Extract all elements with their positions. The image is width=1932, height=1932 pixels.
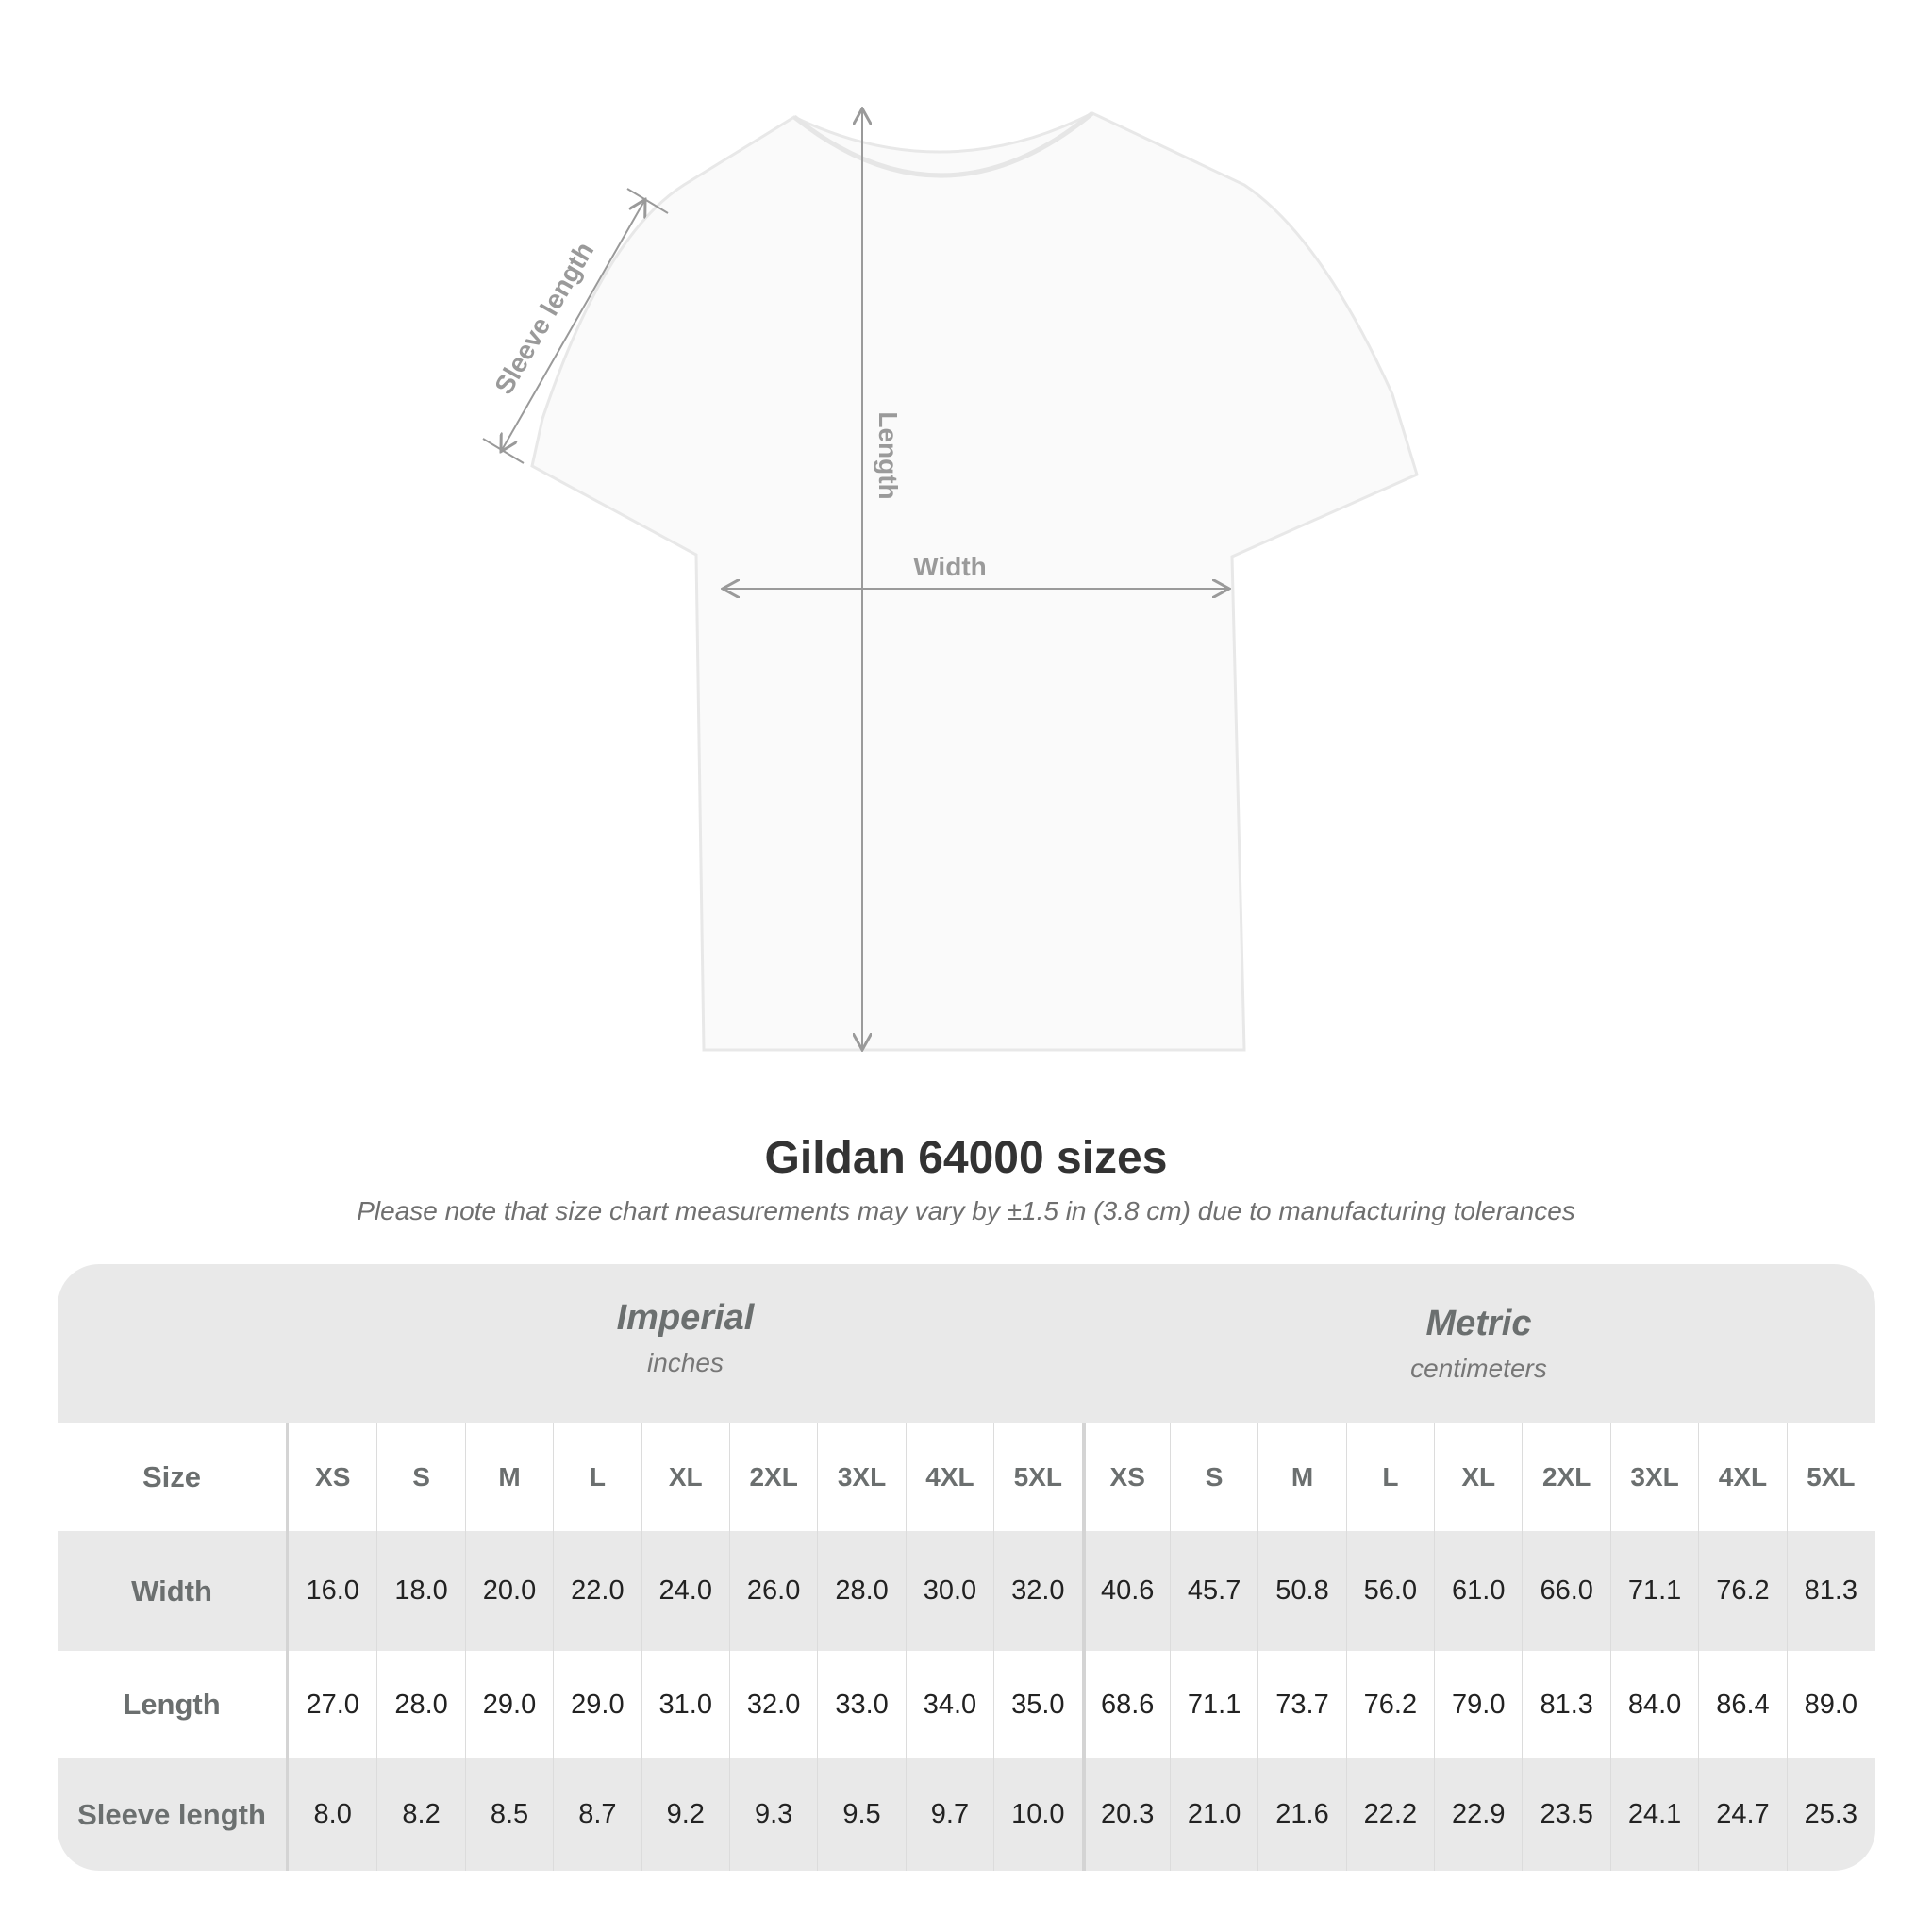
tolerance-note: Please note that size chart measurements…	[357, 1196, 1575, 1225]
table-cell: 22.2	[1345, 1758, 1434, 1871]
row-label: Sleeve length	[58, 1758, 289, 1871]
size-header-cell: L	[553, 1423, 641, 1531]
page-title: Gildan 64000 sizes	[764, 1133, 1168, 1183]
table-cell: 24.0	[641, 1531, 729, 1651]
row-label: Size	[58, 1423, 289, 1531]
imperial-unit: inches	[647, 1348, 724, 1377]
table-cell: 68.6	[1081, 1651, 1170, 1758]
table-cell: 71.1	[1169, 1651, 1257, 1758]
table-cell: 25.3	[1786, 1758, 1874, 1871]
table-cell: 21.6	[1257, 1758, 1345, 1871]
row-label: Width	[58, 1531, 289, 1651]
table-cell: 89.0	[1786, 1651, 1874, 1758]
table-cell: 56.0	[1345, 1531, 1434, 1651]
size-header-cell: 4XL	[1698, 1423, 1786, 1531]
size-header-cell: 5XL	[993, 1423, 1081, 1531]
table-cell: 22.9	[1434, 1758, 1522, 1871]
size-header-cell: 4XL	[905, 1423, 993, 1531]
length-label: Length	[874, 411, 903, 499]
metric-header: Metric centimeters	[1082, 1264, 1875, 1423]
sleeve-measure-line	[502, 201, 644, 450]
imperial-header: Imperial inches	[289, 1264, 1082, 1423]
size-header-cell: 5XL	[1786, 1423, 1874, 1531]
table-cell: 40.6	[1081, 1531, 1170, 1651]
size-header-cell: M	[1257, 1423, 1345, 1531]
tshirt-shape	[530, 111, 1419, 1052]
size-header-cell: XL	[641, 1423, 729, 1531]
size-header-cell: 2XL	[1522, 1423, 1609, 1531]
table-cell: 27.0	[306, 1689, 359, 1720]
size-header-cell: M	[464, 1423, 553, 1531]
table-cell: 84.0	[1609, 1651, 1698, 1758]
tshirt-diagram: Width Length Sleeve length	[482, 0, 1419, 1113]
table-cell: 8.0	[313, 1799, 352, 1829]
row-label: Length	[58, 1651, 289, 1758]
table-cell: 29.0	[553, 1651, 641, 1758]
table-cell: 45.7	[1169, 1531, 1257, 1651]
table-cell: 32.0	[993, 1531, 1081, 1651]
table-cell: 26.0	[728, 1531, 817, 1651]
table-cell: 81.3	[1786, 1531, 1874, 1651]
table-cell: 9.7	[905, 1758, 993, 1871]
table-cell: 61.0	[1434, 1531, 1522, 1651]
size-header-cell: XS	[315, 1461, 351, 1491]
table-cell: 81.3	[1522, 1651, 1609, 1758]
table-cell: 79.0	[1434, 1651, 1522, 1758]
table-row: Sleeve length 8.0 8.2 8.5 8.7 9.2 9.3 9.5 9.7 10.…	[58, 1758, 1875, 1871]
size-header-row: Size XS S M L XL 2XL 3XL 4XL 5XL XS S M L XL 2XL 3XL 4XL 5…	[58, 1423, 1875, 1531]
size-header-cell: S	[376, 1423, 464, 1531]
size-header-cell: 2XL	[728, 1423, 817, 1531]
table-cell: 24.7	[1698, 1758, 1786, 1871]
imperial-title: Imperial	[616, 1298, 755, 1338]
table-cell: 76.2	[1345, 1651, 1434, 1758]
size-header-cell: XS	[1081, 1423, 1170, 1531]
table-cell: 73.7	[1257, 1651, 1345, 1758]
table-cell: 76.2	[1698, 1531, 1786, 1651]
table-row: Length 27.0 28.0 29.0 29.0 31.0 32.0 33.0 34.0 35…	[58, 1651, 1875, 1758]
metric-unit: centimeters	[1410, 1354, 1547, 1383]
table-cell: 22.0	[553, 1531, 641, 1651]
size-table: Imperial inches Metric centimeters Size X…	[58, 1264, 1875, 1871]
table-cell: 18.0	[376, 1531, 464, 1651]
size-header-cell: 3XL	[1609, 1423, 1698, 1531]
size-header-cell: 3XL	[817, 1423, 905, 1531]
table-cell: 33.0	[817, 1651, 905, 1758]
size-header-cell: S	[1169, 1423, 1257, 1531]
table-cell: 8.2	[376, 1758, 464, 1871]
table-cell: 24.1	[1609, 1758, 1698, 1871]
table-cell: 20.0	[464, 1531, 553, 1651]
table-cell: 34.0	[905, 1651, 993, 1758]
table-cell: 50.8	[1257, 1531, 1345, 1651]
table-cell: 32.0	[728, 1651, 817, 1758]
table-cell: 31.0	[641, 1651, 729, 1758]
size-header-cell: L	[1345, 1423, 1434, 1531]
table-cell: 30.0	[905, 1531, 993, 1651]
table-cell: 71.1	[1609, 1531, 1698, 1651]
table-cell: 8.7	[553, 1758, 641, 1871]
table-cell: 9.5	[817, 1758, 905, 1871]
table-cell: 66.0	[1522, 1531, 1609, 1651]
metric-title: Metric	[1425, 1304, 1532, 1343]
table-cell: 86.4	[1698, 1651, 1786, 1758]
table-cell: 16.0	[306, 1575, 359, 1606]
table-cell: 21.0	[1169, 1758, 1257, 1871]
table-cell: 10.0	[993, 1758, 1081, 1871]
table-row: Width 16.0 18.0 20.0 22.0 24.0 26.0 28.0 30.0 32.…	[58, 1531, 1875, 1651]
table-cell: 8.5	[464, 1758, 553, 1871]
table-cell: 23.5	[1522, 1758, 1609, 1871]
table-cell: 28.0	[817, 1531, 905, 1651]
table-cell: 9.2	[641, 1758, 729, 1871]
table-cell: 9.3	[728, 1758, 817, 1871]
table-cell: 20.3	[1081, 1758, 1170, 1871]
table-cell: 35.0	[993, 1651, 1081, 1758]
table-cell: 29.0	[464, 1651, 553, 1758]
table-cell: 28.0	[376, 1651, 464, 1758]
width-label: Width	[913, 552, 987, 581]
size-header-cell: XL	[1434, 1423, 1522, 1531]
